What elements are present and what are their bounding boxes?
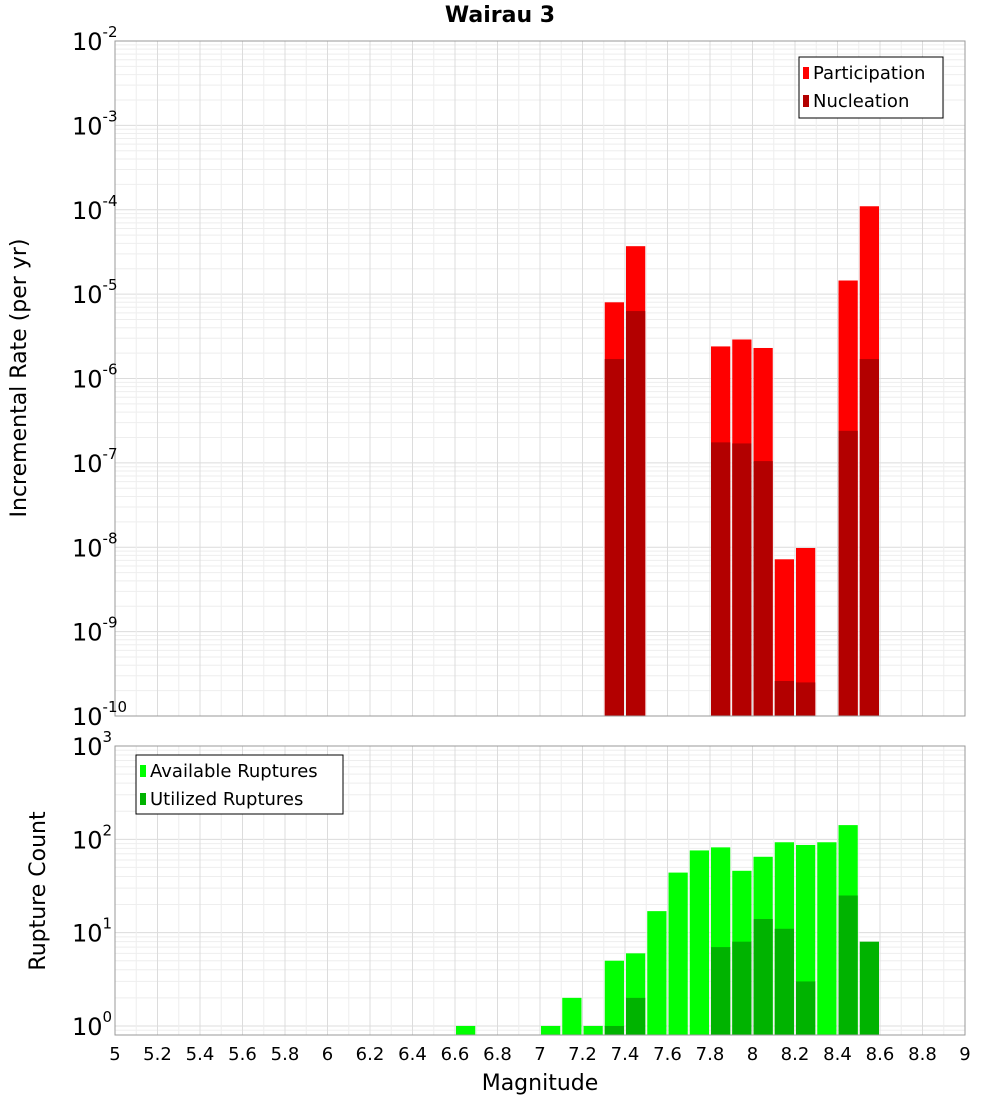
bottom-bar-available-ruptures [817,842,837,1035]
top-bar-nucleation [604,359,624,716]
bottom-bar-available-ruptures [668,872,688,1035]
bottom-legend-swatch [140,765,146,777]
x-tick-label: 7.6 [653,1044,682,1065]
bottom-bar-utilized-ruptures [604,1025,624,1035]
x-tick-label: 6.6 [441,1044,470,1065]
x-tick-label: 6.4 [398,1044,427,1065]
top-y-tick-label: 10-2 [72,23,118,56]
top-y-tick-label: 10-3 [72,107,118,140]
bottom-bar-available-ruptures [541,1025,561,1035]
x-tick-label: 5.6 [228,1044,257,1065]
x-tick-label: 7.4 [611,1044,640,1065]
bottom-series-utilized-ruptures [604,895,879,1035]
top-legend-label: Nucleation [813,91,909,112]
bottom-bar-utilized-ruptures [796,981,816,1035]
bottom-plot-frame [114,745,966,1036]
top-legend-box [798,56,944,119]
top-legend-swatch [803,67,809,79]
top-plot-frame [114,40,966,717]
top-y-tick-label: 10-4 [72,192,118,225]
bottom-legend-box [135,754,344,815]
bottom-legend-label: Available Ruptures [150,761,318,782]
top-y-tick-label: 10-5 [72,276,118,309]
bottom-legend: Available Ruptures Utilized Ruptures [135,754,344,815]
chart-title: Wairau 3 [445,3,555,28]
bottom-y-tick-label: 101 [72,915,112,948]
top-legend-label: Participation [813,63,925,84]
bottom-bar-utilized-ruptures [753,919,773,1035]
x-tick-label: 6.2 [356,1044,385,1065]
bottom-y-tick-label: 102 [72,821,112,854]
top-grid [114,41,966,717]
x-tick-label: 6.8 [483,1044,512,1065]
bottom-bar-utilized-ruptures [626,997,646,1035]
bottom-legend-swatch [140,793,146,805]
top-y-tick-label: 10-8 [72,529,118,562]
top-bar-nucleation [838,430,858,716]
x-tick-label: 8.6 [866,1044,895,1065]
top-bar-nucleation [753,461,773,716]
top-bar-participation [796,547,816,716]
x-tick-label: 8.8 [908,1044,937,1065]
bottom-y-tick-label: 103 [72,728,112,761]
top-y-tick-label: 10-7 [72,445,118,478]
bottom-legend-label: Utilized Ruptures [150,789,303,810]
x-axis-label: Magnitude [482,1071,599,1096]
x-tick-label: 5 [109,1044,120,1065]
bottom-bar-available-ruptures [689,850,709,1035]
bottom-y-axis-label: Rupture Count [26,811,51,971]
x-tick-label: 7 [534,1044,545,1065]
top-series-nucleation [604,311,879,716]
bottom-y-tick-label: 100 [72,1008,112,1041]
x-tick-label: 5.8 [271,1044,300,1065]
bottom-bar-utilized-ruptures [711,947,731,1035]
top-bar-nucleation [626,311,646,716]
top-panel: 10-2 10-3 10-4 10-5 10-6 10-7 10-8 10-9 10-10 Par… [72,23,966,731]
bottom-bar-available-ruptures [604,960,624,1035]
top-y-axis-label: Incremental Rate (per yr) [7,239,32,518]
x-tick-label: 7.2 [568,1044,597,1065]
top-y-tick-label: 10-10 [72,698,127,731]
bottom-bar-available-ruptures [562,997,582,1035]
bottom-panel: 103 102 101 100 5 5.2 5.4 5.6 5.8 6 6.2 6.4 6.6 6.8 7 7… [72,728,971,1065]
top-bar-nucleation [774,680,794,716]
bottom-bar-utilized-ruptures [859,941,879,1035]
x-tick-label: 8.4 [823,1044,852,1065]
top-bar-nucleation [711,442,731,716]
x-tick-label: 5.2 [143,1044,172,1065]
top-y-tick-label: 10-6 [72,361,118,394]
bottom-bar-available-ruptures [456,1025,476,1035]
bottom-bar-available-ruptures [583,1025,603,1035]
bottom-bar-available-ruptures [647,911,667,1035]
top-bar-participation [774,559,794,716]
top-bar-nucleation [796,682,816,716]
top-bar-nucleation [859,359,879,716]
top-bar-nucleation [732,443,752,716]
bottom-bar-utilized-ruptures [838,895,858,1035]
x-tick-label: 8.2 [781,1044,810,1065]
x-tick-label: 7.8 [696,1044,725,1065]
top-legend: Participation Nucleation [798,56,944,119]
x-tick-label: 9 [959,1044,970,1065]
bottom-bar-utilized-ruptures [774,928,794,1035]
x-tick-label: 8 [747,1044,758,1065]
top-legend-swatch [803,95,809,107]
top-y-tick-label: 10-9 [72,614,118,647]
bottom-bar-utilized-ruptures [732,941,752,1035]
x-tick-label: 6 [322,1044,333,1065]
x-tick-label: 5.4 [186,1044,215,1065]
